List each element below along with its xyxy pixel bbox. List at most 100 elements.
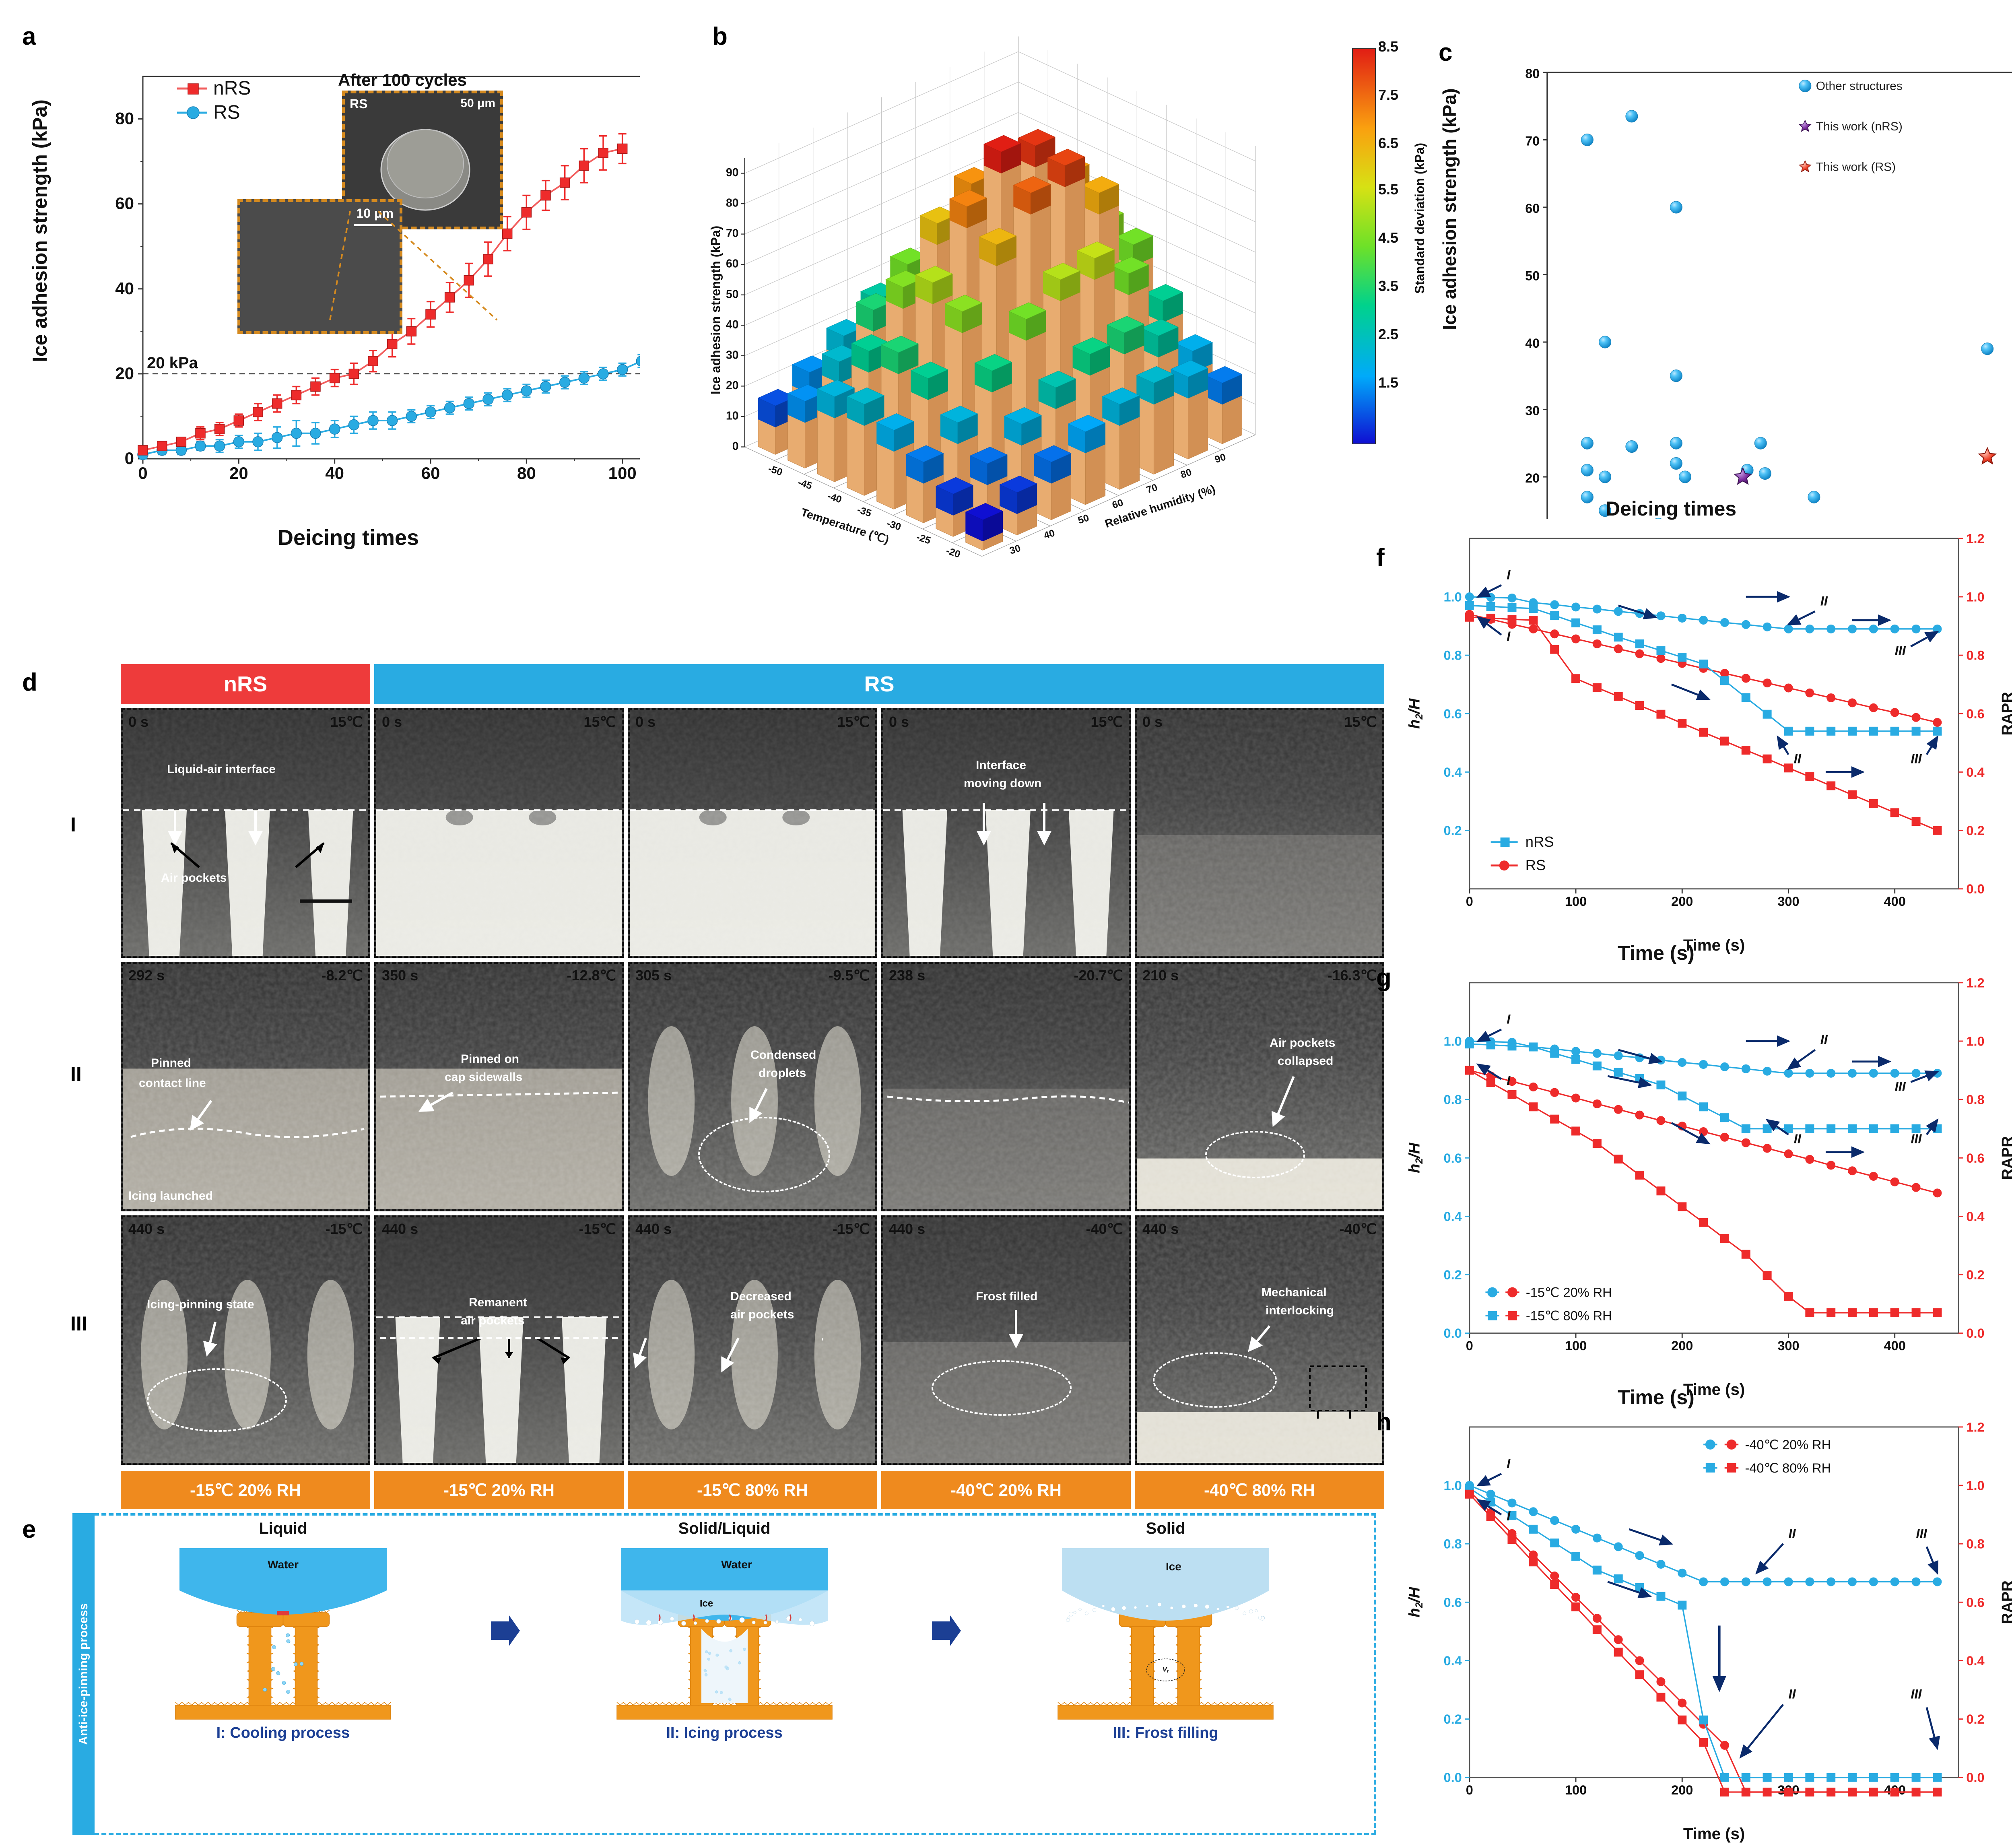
svg-text:0.2: 0.2 (1443, 1712, 1462, 1726)
svg-text:0.0: 0.0 (1443, 1326, 1462, 1341)
svg-text:0.2: 0.2 (1966, 1712, 1984, 1726)
svg-text:III: III (1895, 644, 1906, 658)
svg-text:0.6: 0.6 (1443, 707, 1462, 721)
svg-text:0.2: 0.2 (1443, 1268, 1462, 1282)
svg-text:80: 80 (726, 197, 739, 210)
svg-text:200: 200 (1671, 894, 1693, 909)
svg-text:II: II (1794, 752, 1802, 766)
svg-text:-15℃ 20% RH: -15℃ 20% RH (1526, 1285, 1612, 1300)
svg-text:200: 200 (1671, 1339, 1693, 1353)
svg-text:40: 40 (726, 318, 739, 331)
svg-text:RS: RS (1525, 857, 1546, 873)
svg-text:30: 30 (726, 349, 739, 361)
svg-text:50: 50 (726, 288, 739, 301)
svg-text:Ice: Ice (699, 1598, 713, 1609)
svg-text:RAPR: RAPR (1999, 692, 2012, 735)
svg-text:0.8: 0.8 (1443, 1093, 1462, 1107)
svg-text:0: 0 (732, 440, 739, 453)
svg-text:0.0: 0.0 (1966, 1770, 1984, 1785)
svg-text:RS: RS (213, 102, 240, 123)
svg-text:0.8: 0.8 (1443, 1537, 1462, 1551)
svg-text:RAPR: RAPR (1999, 1580, 2012, 1624)
svg-text:1.2: 1.2 (1966, 1420, 1984, 1434)
svg-text:1.0: 1.0 (1966, 590, 1984, 604)
svg-text:1.0: 1.0 (1443, 590, 1462, 604)
svg-text:300: 300 (1777, 894, 1799, 909)
svg-text:200: 200 (1671, 1783, 1693, 1797)
svg-text:400: 400 (1884, 894, 1906, 909)
svg-text:0.6: 0.6 (1966, 1151, 1984, 1165)
svg-text:I: I (1507, 1012, 1511, 1026)
svg-text:40: 40 (325, 464, 344, 483)
svg-text:0.2: 0.2 (1443, 823, 1462, 838)
svg-text:0.6: 0.6 (1443, 1151, 1462, 1165)
svg-text:0: 0 (125, 449, 134, 468)
svg-text:II: II (1820, 594, 1828, 608)
svg-text:II: II (1789, 1526, 1796, 1541)
svg-text:80: 80 (517, 464, 536, 483)
svg-text:60: 60 (421, 464, 440, 483)
svg-text:Ice: Ice (1166, 1560, 1181, 1573)
svg-text:1.2: 1.2 (1966, 976, 1984, 990)
svg-text:III: III (1916, 1526, 1927, 1541)
svg-text:400: 400 (1884, 1339, 1906, 1353)
svg-text:10: 10 (726, 410, 739, 423)
svg-text:-40℃ 20% RH: -40℃ 20% RH (1745, 1438, 1831, 1452)
svg-text:100: 100 (1565, 1339, 1587, 1353)
svg-text:1.0: 1.0 (1443, 1478, 1462, 1493)
svg-text:50: 50 (1525, 269, 1540, 283)
svg-text:Ice adhesion strength (kPa): Ice adhesion strength (kPa) (708, 226, 723, 394)
svg-text:20: 20 (115, 364, 134, 383)
svg-text:-40℃ 80% RH: -40℃ 80% RH (1745, 1461, 1831, 1475)
svg-text:70: 70 (1525, 134, 1540, 148)
svg-text:II: II (1794, 1132, 1802, 1146)
svg-text:I: I (1507, 1509, 1511, 1523)
svg-text:20 kPa: 20 kPa (147, 354, 198, 372)
svg-text:0.8: 0.8 (1966, 648, 1984, 663)
svg-text:40: 40 (1525, 336, 1540, 351)
svg-text:Water: Water (268, 1558, 299, 1571)
svg-text:III: III (1911, 1132, 1922, 1146)
svg-text:0.4: 0.4 (1443, 1654, 1462, 1668)
svg-text:0.8: 0.8 (1443, 648, 1462, 663)
svg-text:80: 80 (115, 109, 134, 128)
svg-text:h2/H: h2/H (1406, 1142, 1425, 1173)
svg-text:20: 20 (726, 379, 739, 392)
svg-text:III: III (1911, 1687, 1922, 1702)
svg-text:Other structures: Other structures (1816, 80, 1903, 93)
svg-text:0.0: 0.0 (1966, 1326, 1984, 1341)
svg-text:I: I (1507, 567, 1511, 582)
svg-text:I: I (1507, 1073, 1511, 1088)
svg-text:III: III (1911, 752, 1922, 766)
svg-text:h2/H: h2/H (1406, 698, 1425, 729)
svg-text:1.2: 1.2 (1966, 531, 1984, 546)
svg-text:0: 0 (1466, 894, 1473, 909)
svg-text:II: II (1789, 1687, 1796, 1702)
svg-text:20: 20 (1525, 471, 1540, 485)
svg-text:40: 40 (115, 279, 134, 298)
svg-text:300: 300 (1777, 1339, 1799, 1353)
svg-text:Time (s): Time (s) (1683, 1825, 1745, 1843)
svg-text:100: 100 (1565, 1783, 1587, 1797)
svg-text:0.8: 0.8 (1966, 1537, 1984, 1551)
svg-text:0.6: 0.6 (1443, 1595, 1462, 1610)
svg-text:100: 100 (1565, 894, 1587, 909)
svg-text:This work (nRS): This work (nRS) (1816, 120, 1903, 133)
svg-text:0.4: 0.4 (1443, 1209, 1462, 1224)
svg-text:nRS: nRS (1525, 833, 1554, 850)
svg-text:0: 0 (138, 464, 147, 483)
svg-text:0.6: 0.6 (1966, 1595, 1984, 1610)
svg-text:0.2: 0.2 (1966, 823, 1984, 838)
svg-text:0.0: 0.0 (1443, 1770, 1462, 1785)
svg-text:I: I (1507, 1456, 1511, 1471)
svg-text:0.4: 0.4 (1966, 1654, 1984, 1668)
svg-text:1.0: 1.0 (1443, 1034, 1462, 1048)
svg-text:80: 80 (1525, 66, 1540, 81)
svg-text:0.2: 0.2 (1966, 1268, 1984, 1282)
svg-text:60: 60 (115, 194, 134, 213)
svg-text:60: 60 (1525, 201, 1540, 216)
svg-text:1.0: 1.0 (1966, 1034, 1984, 1048)
svg-text:100: 100 (608, 464, 637, 483)
svg-text:0.4: 0.4 (1966, 1209, 1984, 1224)
svg-text:30: 30 (1525, 404, 1540, 418)
